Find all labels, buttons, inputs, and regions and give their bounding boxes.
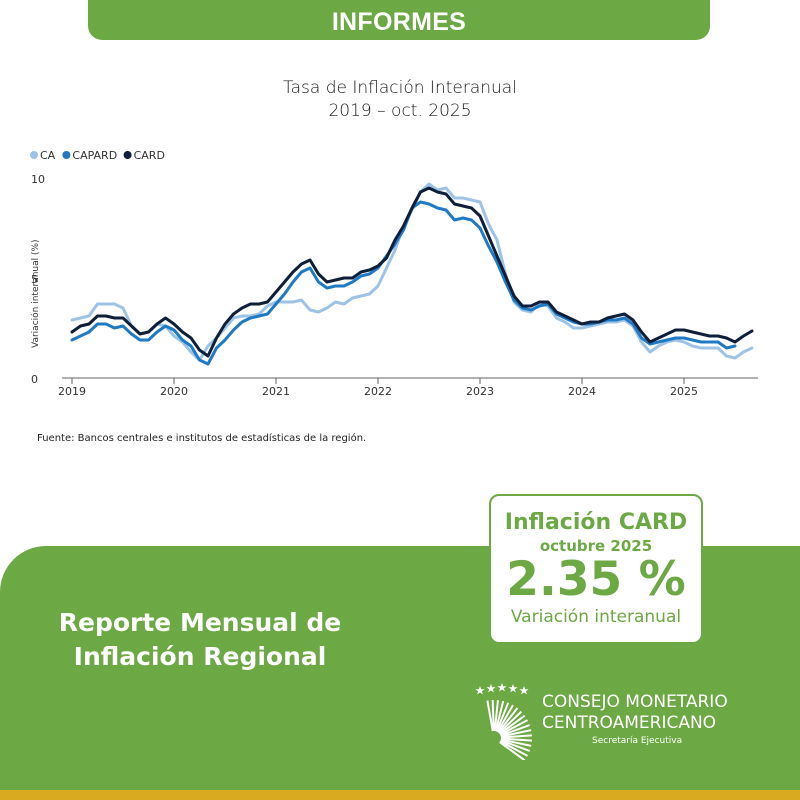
- logo-line1: CONSEJO MONETARIO: [542, 692, 728, 712]
- cmca-logo: CONSEJO MONETARIO CENTROAMERICANO Secret…: [474, 680, 764, 760]
- y-tick-label: 10: [31, 173, 45, 186]
- series-lines: [70, 182, 754, 366]
- x-tick-label: 2019: [58, 385, 86, 398]
- logo-line3: Secretaría Ejecutiva: [592, 736, 683, 746]
- chart-title: Tasa de Inflación Interanual: [283, 78, 517, 98]
- card-subtitle: Variación interanual: [510, 607, 682, 627]
- x-tick-label: 2022: [364, 385, 392, 398]
- legend-label-ca: CA: [40, 149, 56, 162]
- x-tick-label: 2024: [568, 385, 596, 398]
- legend-marker-card: [123, 151, 132, 159]
- x-tick-label: 2021: [262, 385, 290, 398]
- chart-legend: CA CAPARD CARD: [30, 149, 165, 162]
- x-tick-label: 2025: [670, 385, 698, 398]
- x-tick-label: 2023: [466, 385, 494, 398]
- report-title: Reporte Mensual de Inflación Regional: [30, 606, 370, 674]
- report-title-line2: Inflación Regional: [73, 642, 327, 671]
- card-title: Inflación CARD: [504, 510, 688, 535]
- y-axis-label: Variación interanual (%): [30, 239, 41, 348]
- y-tick-label: 5: [31, 273, 38, 286]
- card-value: 2.35 %: [506, 552, 686, 607]
- y-axis: 0 5 10 Variación interanual (%): [30, 173, 45, 386]
- x-axis: 2019 2020 2021 2022 2023 2024 2025: [58, 377, 758, 398]
- legend-marker-ca: [30, 151, 38, 159]
- logo-line2: CENTROAMERICANO: [542, 713, 717, 733]
- header-banner: INFORMES: [88, 0, 710, 40]
- legend-label-capard: CAPARD: [72, 149, 117, 162]
- inflation-line-chart: CA CAPARD CARD 0 5 10 Variación interanual (%…: [30, 149, 758, 398]
- report-title-line1: Reporte Mensual de: [58, 608, 342, 637]
- card-month: octubre 2025: [539, 537, 653, 555]
- y-tick-label: 0: [31, 373, 38, 386]
- legend-label-card: CARD: [134, 149, 165, 162]
- legend-marker-capard: [62, 151, 71, 159]
- series-line-capard: [70, 200, 737, 366]
- gold-strip: [0, 790, 800, 800]
- inflation-card: Inflación CARD octubre 2025 2.35 % Varia…: [489, 494, 703, 644]
- chart-source: Fuente: Bancos centrales e institutos de…: [37, 433, 367, 444]
- x-tick-label: 2020: [160, 385, 188, 398]
- fan-with-stars-icon: [475, 683, 532, 760]
- series-line-card: [70, 186, 754, 358]
- chart-subtitle: 2019 – oct. 2025: [328, 101, 472, 121]
